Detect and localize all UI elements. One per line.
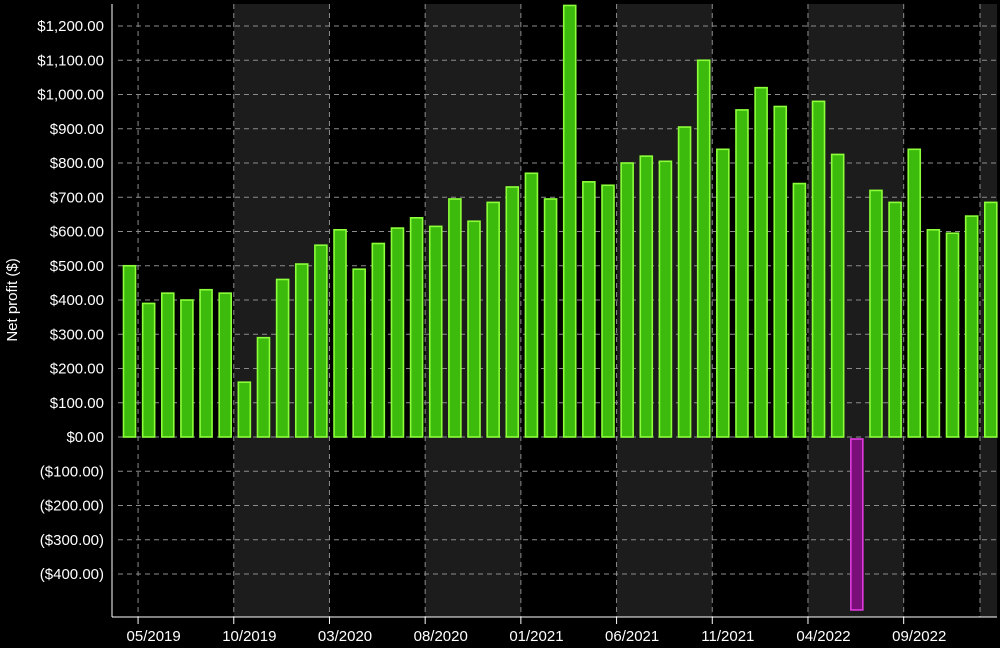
y-tick-label: $400.00 (50, 292, 104, 309)
y-tick-label: $700.00 (50, 189, 104, 206)
y-tick-label: ($100.00) (40, 463, 104, 480)
x-tick-labels: 05/2019 10/2019 03/2020 08/2020 01/2021 06/20… (127, 617, 946, 645)
bar-05-2019 (141, 302, 156, 438)
bar-07-2019 (180, 299, 194, 438)
bar-05-2021 (601, 184, 615, 438)
x-tick-label: 11/2021 (701, 628, 754, 645)
bar-08-2020 (428, 225, 443, 438)
x-tick-label: 01/2021 (509, 628, 563, 645)
bar-08-2022 (888, 201, 902, 438)
y-tick-labels: $1,200.00 $1,100.00 $1,000.00 $900.00 $800.0… (37, 18, 104, 583)
bar-09-2021 (677, 126, 692, 438)
bar-04-2020 (352, 268, 366, 438)
bar-10-2020 (467, 220, 481, 438)
bar-05-2022 (830, 153, 845, 438)
bar-03-2022 (792, 182, 807, 438)
y-tick-label: $1,200.00 (37, 18, 104, 35)
x-tick-label: 05/2019 (127, 628, 181, 645)
bar-12-2020 (505, 186, 520, 438)
bar-06-2022 (850, 438, 864, 611)
bar-09-2020 (448, 198, 462, 438)
bar-10-2022 (926, 228, 941, 438)
y-axis-label: Net profit ($) (4, 258, 21, 341)
bar-11-2019 (256, 336, 271, 438)
bar-05-2020 (371, 242, 386, 438)
bar-09-2019 (218, 292, 232, 438)
bar-06-2019 (160, 292, 175, 438)
y-tick-label: $200.00 (50, 361, 104, 378)
y-tick-label: $0.00 (66, 429, 104, 446)
bar-01-2021 (524, 172, 539, 438)
bar-04-2022 (811, 100, 826, 438)
bar-02-2021 (543, 198, 558, 438)
y-tick-label: $300.00 (50, 326, 104, 343)
bar-01-2023 (983, 201, 998, 438)
bar-11-2021 (716, 148, 730, 438)
bar-12-2022 (964, 215, 979, 438)
bar-04-2021 (582, 181, 596, 438)
x-tick-label: 08/2020 (414, 628, 468, 645)
y-tick-label: $100.00 (50, 395, 104, 412)
bar-06-2021 (620, 162, 634, 438)
x-tick-label: 04/2022 (796, 628, 850, 645)
bar-08-2019 (199, 288, 213, 438)
bar-11-2022 (945, 232, 960, 438)
bar-01-2022 (754, 86, 768, 438)
bar-04-2019 (122, 264, 137, 438)
bar-07-2020 (409, 217, 424, 438)
y-tick-label: $500.00 (50, 258, 104, 275)
y-tick-label: $800.00 (50, 155, 104, 172)
y-tick-label: ($200.00) (40, 498, 104, 515)
bar-07-2021 (639, 155, 654, 438)
x-tick-label: 03/2020 (318, 628, 372, 645)
x-tick-label: 09/2022 (892, 628, 946, 645)
y-tick-label: $900.00 (50, 121, 104, 138)
bar-08-2021 (658, 160, 673, 438)
bar-07-2022 (869, 189, 883, 438)
y-tick-label: $600.00 (50, 224, 104, 241)
bar-02-2020 (314, 244, 328, 438)
bar-12-2021 (735, 109, 749, 438)
bar-10-2019 (237, 381, 252, 438)
bar-10-2021 (696, 59, 711, 438)
bar-12-2019 (275, 278, 290, 438)
bar-03-2020 (333, 228, 347, 438)
vertical-gridlines (137, 4, 981, 617)
x-tick-label: 06/2021 (605, 628, 659, 645)
bar-02-2022 (773, 105, 788, 438)
bar-11-2020 (486, 201, 500, 438)
bar-03-2021 (562, 4, 577, 438)
bar-09-2022 (907, 148, 922, 438)
x-tick-label: 10/2019 (222, 628, 276, 645)
y-tick-label: ($400.00) (40, 566, 104, 583)
y-tick-label: ($300.00) (40, 532, 104, 549)
y-tick-label: $1,000.00 (37, 87, 104, 104)
bar-06-2020 (390, 227, 405, 438)
bars (122, 4, 998, 611)
y-tick-label: $1,100.00 (37, 52, 104, 69)
bar-01-2020 (294, 263, 309, 438)
